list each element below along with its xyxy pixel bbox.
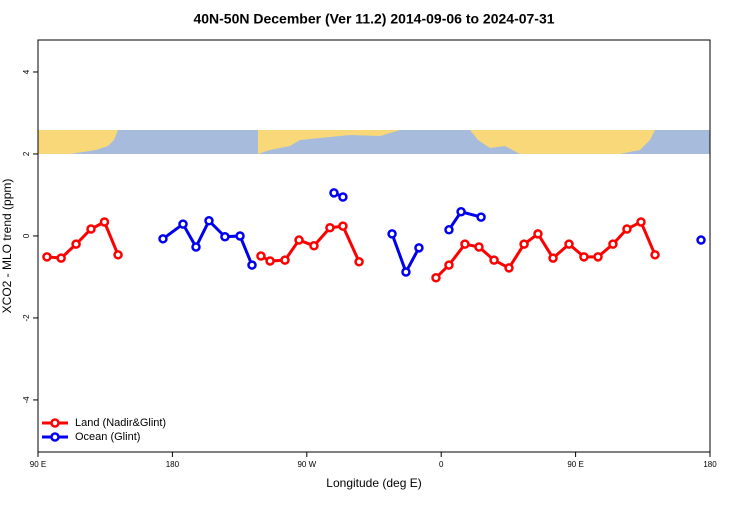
data-point [247, 260, 257, 270]
data-point [99, 217, 110, 227]
y-tick-label: 4 [22, 69, 31, 74]
data-point [533, 229, 543, 239]
y-tick-label: -2 [22, 314, 31, 322]
legend-label: Land (Nadir&Glint) [75, 417, 166, 429]
x-tick-label: 0 [439, 460, 444, 469]
data-point [414, 243, 424, 253]
y-tick-label: 2 [22, 151, 31, 156]
data-point [519, 239, 529, 249]
data-point [191, 242, 201, 252]
data-point [456, 207, 466, 217]
data-point [309, 241, 319, 251]
data-point [504, 263, 514, 273]
data-point [158, 234, 168, 244]
data-point [579, 252, 589, 262]
data-point [650, 250, 660, 260]
data-point [86, 224, 96, 234]
data-point [387, 229, 397, 239]
data-point [354, 257, 364, 267]
data-point [608, 239, 618, 249]
series-line [46, 219, 657, 279]
x-tick-label: 180 [166, 460, 180, 469]
data-point [329, 188, 339, 198]
data-point [444, 225, 454, 235]
data-point [220, 232, 230, 242]
map-strip [38, 130, 710, 154]
data-point [204, 216, 214, 226]
x-tick-label: 90 E [567, 460, 583, 469]
data-point [489, 255, 499, 265]
x-tick-label: 180 [703, 460, 717, 469]
data-point [444, 260, 454, 270]
x-axis-label: Longitude (deg E) [326, 476, 421, 490]
data-point [636, 217, 646, 227]
legend-marker [50, 432, 60, 442]
series-line [163, 193, 701, 272]
data-point [338, 192, 348, 202]
chart-title: 40N-50N December (Ver 11.2) 2014-09-06 t… [193, 11, 554, 27]
data-point [431, 273, 441, 283]
data-point [294, 235, 304, 245]
x-tick-label: 90 E [30, 460, 46, 469]
data-point [548, 253, 558, 263]
data-point [71, 239, 81, 249]
data-point [593, 252, 603, 262]
data-point [178, 219, 188, 229]
data-point [338, 221, 348, 231]
data-point [401, 267, 411, 277]
y-tick-label: 0 [22, 233, 31, 238]
data-point [113, 250, 123, 260]
data-point [564, 239, 574, 249]
legend-label: Ocean (Glint) [75, 431, 140, 443]
data-point [476, 212, 486, 222]
x-tick-label: 90 W [297, 460, 316, 469]
data-point [474, 242, 484, 252]
data-point [256, 251, 266, 261]
data-point [325, 223, 335, 233]
data-point [56, 253, 66, 263]
data-point [42, 252, 52, 262]
data-point [460, 239, 470, 249]
legend-marker [50, 418, 60, 428]
data-point [696, 235, 706, 245]
data-point [265, 256, 275, 266]
data-point [622, 224, 632, 234]
plot-frame [37, 39, 711, 453]
y-axis-label: XCO2 - MLO trend (ppm) [0, 179, 14, 314]
data-point [280, 255, 290, 265]
data-point [235, 231, 245, 241]
y-tick-label: -4 [22, 396, 31, 404]
